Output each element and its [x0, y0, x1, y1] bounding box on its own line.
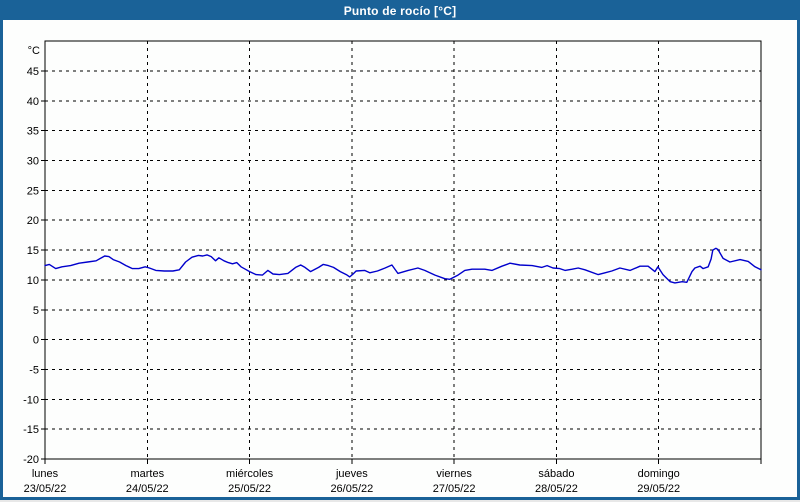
plot-border: [44, 40, 762, 460]
y-tick-label: 10: [27, 275, 39, 287]
day-date-label: 27/05/22: [433, 483, 476, 495]
y-tick-label: 35: [27, 126, 39, 138]
y-tick-label: 30: [27, 156, 39, 168]
y-tick-label: 40: [27, 96, 39, 108]
day-date-label: 28/05/22: [535, 483, 578, 495]
day-name-label: miércoles: [226, 468, 274, 480]
day-name-label: jueves: [335, 468, 368, 480]
dew-point-line: [44, 247, 762, 284]
day-name-label: martes: [130, 468, 164, 480]
y-tick-label: -10: [23, 394, 39, 406]
day-date-label: 26/05/22: [330, 483, 373, 495]
day-name-label: lunes: [32, 468, 59, 480]
y-axis-unit-label: °C: [28, 45, 40, 57]
day-name-label: sábado: [538, 468, 574, 480]
day-name-label: domingo: [638, 468, 680, 480]
day-date-label: 24/05/22: [126, 483, 169, 495]
chart-area: 45 40 35 30 25 20 15 10 5 0 -5 -10 -15 -20 °C lunes 23/0…: [3, 20, 797, 497]
day-name-label: viernes: [436, 468, 472, 480]
y-tick-label: 25: [27, 185, 39, 197]
y-tick-label: 0: [33, 335, 39, 347]
y-tick-label: 45: [27, 66, 39, 78]
y-tick-label: 5: [33, 305, 39, 317]
y-tick-label: 15: [27, 245, 39, 257]
day-date-label: 25/05/22: [228, 483, 271, 495]
y-tick-label: -5: [29, 364, 39, 376]
y-tick-label: -20: [23, 454, 39, 466]
day-date-label: 23/05/22: [24, 483, 67, 495]
y-tick-label: -15: [23, 424, 39, 436]
y-tick-label: 20: [27, 215, 39, 227]
day-date-label: 29/05/22: [637, 483, 680, 495]
window-title: Punto de rocío [°C]: [3, 3, 797, 20]
dew-point-chart: 45 40 35 30 25 20 15 10 5 0 -5 -10 -15 -20 °C lunes 23/0…: [23, 40, 762, 495]
